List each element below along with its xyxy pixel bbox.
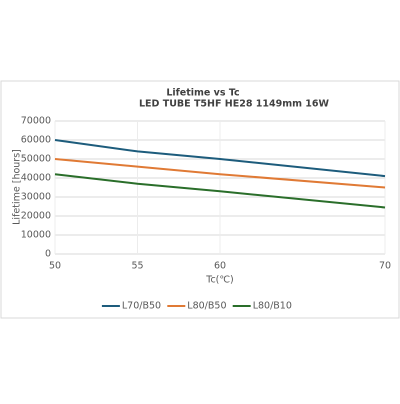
- chart-title: Lifetime vs Tc: [166, 88, 239, 99]
- chart-border: [0, 80, 400, 319]
- x-tick-label: 70: [379, 261, 391, 272]
- y-tick-label: 70000: [21, 116, 51, 127]
- y-tick-label: 0: [45, 249, 51, 260]
- legend-label: L80/B10: [253, 301, 292, 312]
- chart-subtitle: LED TUBE T5HF HE28 1149mm 16W: [139, 99, 330, 110]
- x-axis-label: Tc(℃): [205, 275, 234, 286]
- series-line: [54, 173, 386, 209]
- y-tick-label: 20000: [21, 211, 51, 222]
- series-line: [54, 158, 386, 189]
- series-line: [54, 139, 386, 178]
- legend-label: L80/B50: [187, 301, 226, 312]
- y-tick-label: 40000: [21, 173, 51, 184]
- y-tick-label: 60000: [21, 135, 51, 146]
- y-tick-label: 50000: [21, 154, 51, 165]
- y-tick-label: 10000: [21, 230, 51, 241]
- x-tick-label: 60: [214, 261, 226, 272]
- y-tick-label: 30000: [21, 192, 51, 203]
- legend-label: L70/B50: [122, 301, 161, 312]
- y-axis-label: Lifetime [hours]: [12, 149, 23, 225]
- x-tick-label: 55: [131, 261, 143, 272]
- x-tick-label: 50: [49, 261, 61, 272]
